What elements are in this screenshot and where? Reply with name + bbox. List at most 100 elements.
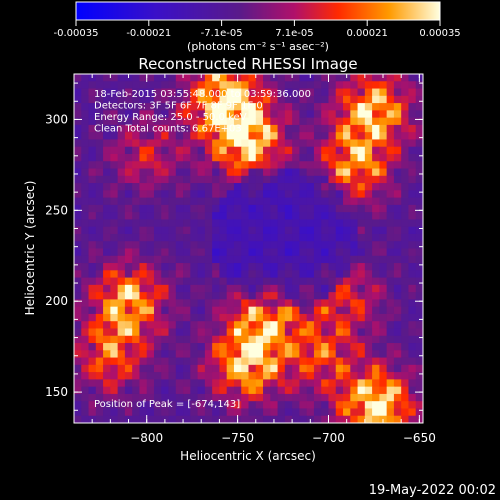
heatmap-cell: [88, 393, 97, 402]
heatmap-cell: [364, 74, 373, 82]
heatmap-cell: [379, 117, 388, 126]
heatmap-cell: [386, 277, 395, 286]
heatmap-cell: [175, 386, 184, 395]
heatmap-cell: [183, 183, 191, 191]
heatmap-cell: [153, 153, 162, 162]
heatmap-cell: [299, 401, 308, 409]
heatmap-cell: [343, 190, 351, 198]
heatmap-cell: [81, 343, 89, 351]
heatmap-cell: [146, 241, 155, 249]
heatmap-cell: [306, 277, 315, 286]
heatmap-cell: [95, 284, 104, 293]
heatmap-cell: [146, 248, 155, 257]
heatmap-cell: [88, 284, 97, 293]
heatmap-cell: [386, 161, 395, 169]
heatmap-cell: [233, 335, 242, 344]
heatmap-cell: [248, 197, 257, 206]
heatmap-cell: [226, 277, 235, 286]
heatmap-cell: [103, 284, 111, 293]
heatmap-cell: [226, 321, 235, 329]
heatmap-cell: [219, 263, 228, 271]
heatmap-cell: [110, 233, 119, 242]
heatmap-cell: [263, 335, 271, 344]
heatmap-cell: [81, 153, 89, 162]
heatmap-cell: [95, 124, 104, 133]
heatmap-cell: [328, 132, 337, 140]
heatmap-cell: [364, 415, 373, 423]
heatmap-cell: [306, 175, 315, 184]
heatmap-cell: [117, 299, 126, 308]
heatmap-cell: [139, 117, 148, 126]
heatmap-cell: [335, 270, 344, 278]
heatmap-cell: [270, 226, 278, 235]
heatmap-cell: [393, 74, 402, 82]
heatmap-cell: [248, 321, 257, 329]
heatmap-cell: [415, 343, 423, 351]
heatmap-cell: [95, 146, 104, 155]
heatmap-cell: [103, 248, 111, 257]
heatmap-cell: [335, 306, 344, 315]
heatmap-cell: [197, 153, 206, 162]
heatmap-cell: [248, 408, 257, 417]
heatmap-cell: [292, 343, 300, 351]
heatmap-cell: [393, 226, 402, 235]
heatmap-cell: [132, 88, 140, 97]
heatmap-cell: [95, 233, 104, 242]
heatmap-cell: [415, 401, 423, 409]
heatmap-cell: [74, 386, 82, 395]
heatmap-cell: [124, 386, 133, 395]
heatmap-cell: [284, 226, 293, 235]
heatmap-cell: [103, 241, 111, 249]
heatmap-cell: [401, 175, 409, 184]
heatmap-cell: [110, 139, 119, 148]
heatmap-cell: [161, 357, 169, 366]
heatmap-cell: [168, 81, 177, 89]
heatmap-cell: [219, 393, 228, 402]
heatmap-cell: [393, 139, 402, 148]
heatmap-cell: [168, 350, 177, 358]
heatmap-cell: [386, 313, 395, 322]
heatmap-cell: [284, 408, 293, 417]
heatmap-cell: [183, 110, 191, 119]
heatmap-cell: [401, 132, 409, 140]
heatmap-cell: [364, 161, 373, 169]
heatmap-cell: [306, 379, 315, 388]
heatmap-cell: [226, 161, 235, 169]
heatmap-cell: [270, 343, 278, 351]
heatmap-cell: [255, 328, 264, 337]
heatmap-cell: [248, 357, 257, 366]
heatmap-cell: [343, 299, 351, 308]
heatmap-cell: [415, 372, 423, 380]
heatmap-cell: [343, 226, 351, 235]
heatmap-cell: [255, 161, 264, 169]
heatmap-cell: [408, 241, 417, 249]
heatmap-cell: [81, 415, 89, 423]
heatmap-cell: [168, 117, 177, 126]
heatmap-cell: [263, 255, 271, 264]
heatmap-cell: [183, 132, 191, 140]
colorbar-tick-label: 7.1e-05: [275, 28, 313, 39]
heatmap-cell: [197, 328, 206, 337]
heatmap-cell: [255, 117, 264, 126]
heatmap-cell: [233, 197, 242, 206]
heatmap-cell: [393, 357, 402, 366]
heatmap-cell: [161, 241, 169, 249]
heatmap-cell: [241, 248, 249, 257]
heatmap-cell: [299, 146, 308, 155]
heatmap-cell: [139, 357, 148, 366]
heatmap-cell: [95, 139, 104, 148]
heatmap-cell: [88, 255, 97, 264]
heatmap-cell: [88, 292, 97, 300]
heatmap-cell: [255, 292, 264, 300]
heatmap-cell: [335, 95, 344, 104]
heatmap-cell: [139, 408, 148, 417]
heatmap-cell: [357, 379, 366, 388]
heatmap-cell: [372, 95, 380, 104]
heatmap-cell: [335, 124, 344, 133]
heatmap-cell: [74, 357, 82, 366]
heatmap-cell: [81, 292, 89, 300]
heatmap-cell: [328, 110, 337, 119]
heatmap-cell: [212, 328, 220, 337]
heatmap-cell: [408, 132, 417, 140]
heatmap-cell: [197, 88, 206, 97]
